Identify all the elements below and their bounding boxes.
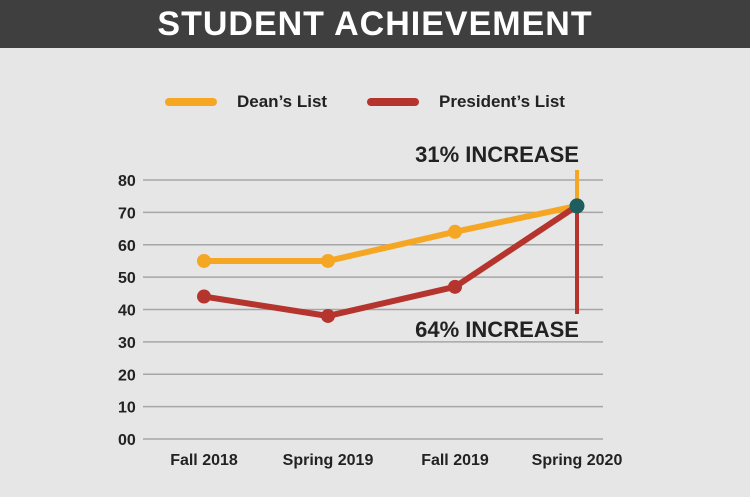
legend-swatch-deans-list: [165, 98, 217, 106]
y-tick-label-80: 80: [118, 173, 136, 190]
x-tick-label-fall-2019: Fall 2019: [421, 452, 489, 469]
point-president-s-list-fall-2018: [197, 289, 211, 304]
y-tick-label-40: 40: [118, 303, 136, 320]
y-tick-label-70: 70: [118, 205, 136, 222]
legend-swatch-presidents-list: [367, 98, 419, 106]
y-tick-label-60: 60: [118, 238, 136, 255]
legend-label-deans-list: Dean’s List: [237, 92, 328, 111]
legend-item-presidents-list: President’s List: [367, 92, 565, 112]
y-tick-label-10: 10: [118, 400, 136, 417]
point-president-s-list-fall-2019: [448, 279, 462, 294]
annotation-64-percent-increase: 64% INCREASE: [415, 317, 579, 342]
x-tick-label-spring-2019: Spring 2019: [283, 452, 374, 469]
chart-title: STUDENT ACHIEVEMENT: [157, 4, 593, 43]
title-bar: STUDENT ACHIEVEMENT: [0, 0, 750, 48]
series-line-president-s-list: [201, 202, 580, 319]
y-tick-label-50: 50: [118, 270, 136, 287]
legend-label-presidents-list: President’s List: [439, 92, 565, 111]
point-president-s-list-spring-2019: [321, 308, 335, 323]
x-tick-label-fall-2018: Fall 2018: [170, 452, 238, 469]
point-dean-s-list-fall-2018: [197, 253, 211, 268]
y-tick-label-20: 20: [118, 367, 136, 384]
annotation-31-percent-increase: 31% INCREASE: [415, 142, 579, 167]
x-tick-label-spring-2020: Spring 2020: [532, 452, 623, 469]
point-end-spring-2020: [569, 198, 585, 214]
point-dean-s-list-fall-2019: [448, 224, 462, 239]
legend-item-deans-list: Dean’s List: [165, 92, 327, 112]
y-tick-label-30: 30: [118, 335, 136, 352]
series-line-dean-s-list: [201, 202, 580, 264]
legend: Dean’s List President’s List: [0, 92, 750, 114]
y-tick-label-00: 00: [118, 432, 136, 449]
point-dean-s-list-spring-2019: [321, 253, 335, 268]
